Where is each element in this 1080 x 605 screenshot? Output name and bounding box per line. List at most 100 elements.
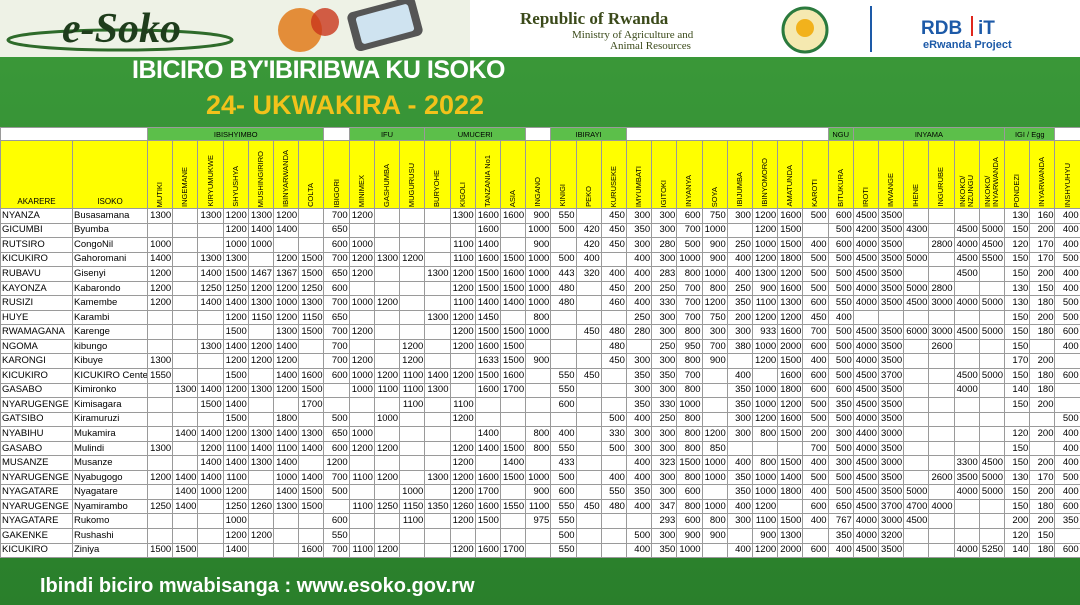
price: 4000 xyxy=(852,353,879,370)
price: 600 xyxy=(323,237,350,253)
price-empty xyxy=(525,368,552,384)
price: 350 xyxy=(726,469,753,486)
group-header: IGI / Egg xyxy=(1004,127,1056,141)
price: 1300 xyxy=(197,251,224,268)
price: 4000 xyxy=(928,498,955,515)
price: 150 xyxy=(1004,440,1031,457)
price-empty xyxy=(247,469,275,486)
group-spacer xyxy=(625,127,829,141)
price: 1000 xyxy=(751,382,779,399)
price: 1250 xyxy=(222,498,249,515)
price: 700 xyxy=(676,368,703,384)
price: 200 xyxy=(1029,455,1056,471)
price-empty xyxy=(928,455,955,471)
price: 283 xyxy=(651,266,678,282)
price: 300 xyxy=(651,382,678,399)
district: RWAMAGANA xyxy=(0,324,73,340)
price-empty xyxy=(928,251,955,268)
district: NYAGATARE xyxy=(0,513,73,530)
price: 1200 xyxy=(348,440,375,457)
price: 200 xyxy=(625,280,653,297)
price: 600 xyxy=(827,237,854,253)
table-row: NYARUGENGE Nyamirambo 1250 1400 1250 1260 1300… xyxy=(0,498,1080,515)
price-empty xyxy=(701,397,728,413)
price: 1200 xyxy=(222,309,249,326)
price: 1100 xyxy=(399,382,426,399)
column-header: TANZANIA No1 xyxy=(482,155,492,207)
price: 300 xyxy=(726,324,753,340)
district: HUYE xyxy=(0,309,73,326)
price: 500 xyxy=(802,208,829,224)
price: 1200 xyxy=(323,455,350,471)
price: 1400 xyxy=(424,368,451,384)
price: 700 xyxy=(323,338,350,355)
group-header: IFU xyxy=(348,127,426,141)
price: 700 xyxy=(802,440,829,457)
column-header: PEKO xyxy=(583,186,593,207)
price: 1250 xyxy=(298,280,325,297)
price: 1550 xyxy=(146,368,174,384)
price-empty xyxy=(903,440,930,457)
price: 500 xyxy=(550,469,577,486)
price: 3500 xyxy=(877,542,905,559)
price-empty xyxy=(575,426,602,442)
price: 1400 xyxy=(197,426,224,442)
price-empty xyxy=(600,542,627,559)
price-empty xyxy=(273,397,300,413)
district: MUSANZE xyxy=(0,455,73,471)
price: 4000 xyxy=(852,237,879,253)
price-empty xyxy=(474,455,501,471)
market: Kabarondo xyxy=(72,280,148,297)
price-empty xyxy=(625,338,653,355)
price-empty xyxy=(953,528,980,544)
price: 400 xyxy=(625,251,653,268)
price: 500 xyxy=(323,484,350,500)
price: 300 xyxy=(625,208,653,224)
price-empty xyxy=(197,411,224,428)
price: 130 xyxy=(1004,280,1031,297)
price: 500 xyxy=(827,411,854,428)
price: 420 xyxy=(575,237,602,253)
table-row: NYAGATARE Nyagatare 1400 1000 1200 1400 1500 50… xyxy=(0,484,1080,500)
price-empty xyxy=(525,455,552,471)
price: 280 xyxy=(625,324,653,340)
price: 1400 xyxy=(777,469,804,486)
price: 3500 xyxy=(877,469,905,486)
price: 700 xyxy=(676,295,703,311)
price: 1500 xyxy=(474,368,501,384)
table-row: RUTSIRO CongoNil 1000 1000 1000 600 1000 1100 14… xyxy=(0,237,1080,253)
price: 4700 xyxy=(903,498,930,515)
price: 1600 xyxy=(777,368,804,384)
price-empty xyxy=(399,309,426,326)
price: 1400 xyxy=(273,484,300,500)
price: 330 xyxy=(651,397,678,413)
price: 1000 xyxy=(348,237,375,253)
price: 350 xyxy=(625,222,653,239)
price: 1200 xyxy=(348,251,375,268)
price-empty xyxy=(928,411,955,428)
price-empty xyxy=(1054,382,1080,399)
price: 170 xyxy=(1029,251,1056,268)
price: 1000 xyxy=(676,397,703,413)
price: 400 xyxy=(726,266,753,282)
price: 400 xyxy=(1054,338,1080,355)
price-empty xyxy=(852,309,879,326)
price-empty xyxy=(197,513,224,530)
price-empty xyxy=(373,513,401,530)
price: 200 xyxy=(1029,513,1056,530)
price: 150 xyxy=(1004,368,1031,384)
price-empty xyxy=(978,382,1006,399)
price: 300 xyxy=(625,440,653,457)
price: 420 xyxy=(575,222,602,239)
price-empty xyxy=(978,440,1006,457)
price: 800 xyxy=(676,411,703,428)
price: 1400 xyxy=(222,397,249,413)
price-empty xyxy=(499,411,527,428)
price: 1300 xyxy=(373,251,401,268)
price-empty xyxy=(575,208,602,224)
price: 500 xyxy=(550,528,577,544)
table-row: NYANZA Busasamana 1300 1300 1200 1300 1200 700 1… xyxy=(0,208,1080,224)
price: 200 xyxy=(1029,397,1056,413)
price: 1200 xyxy=(449,266,476,282)
price-empty xyxy=(726,353,753,370)
